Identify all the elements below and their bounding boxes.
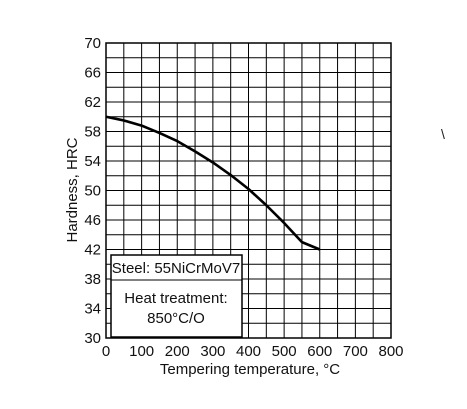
y-tick-label: 46 [84,212,101,229]
y-tick-label: 58 [84,124,101,141]
y-tick-label: 38 [84,271,101,288]
annotation-box-frame [110,254,243,338]
y-tick-label: 30 [84,330,101,347]
series-line-hardness [105,115,321,251]
y-tick-label: 70 [84,35,101,52]
x-tick-label: 500 [272,343,297,360]
grid [105,42,392,339]
x-tick-label: 600 [307,343,332,360]
y-tick-label: 50 [84,183,101,200]
annotation-box: Steel: 55NiCrMoV7 Heat treatment: 850°C/… [110,254,243,338]
y-tick-label: 54 [84,153,101,170]
y-tick-label: 62 [84,94,101,111]
series-layer [105,115,321,251]
x-tick-label: 200 [165,343,190,360]
x-tick-label: 800 [378,343,403,360]
plot-frame [105,42,392,339]
y-tick-label: 34 [84,301,101,318]
x-tick-label: 100 [129,343,154,360]
x-tick-label: 300 [200,343,225,360]
x-tick-label: 700 [343,343,368,360]
annotation-heat-treatment-value: 850°C/O [147,310,205,327]
y-axis-label: Hardness, HRC [64,137,81,242]
annotation-steel: Steel: 55NiCrMoV7 [112,260,240,277]
y-tick-label: 66 [84,65,101,82]
x-tick-label: 400 [236,343,261,360]
stray-glyph: \ [441,126,445,142]
x-tick-label: 0 [102,343,110,360]
x-axis-label: Tempering temperature, °C [160,361,340,378]
y-tick-label: 42 [84,242,101,259]
tick-labels: 0 100 200 300 400 500 600 700 800 30 34 38 42 46 50 54 5… [84,35,403,360]
annotation-heat-treatment-label: Heat treatment: [124,290,227,307]
